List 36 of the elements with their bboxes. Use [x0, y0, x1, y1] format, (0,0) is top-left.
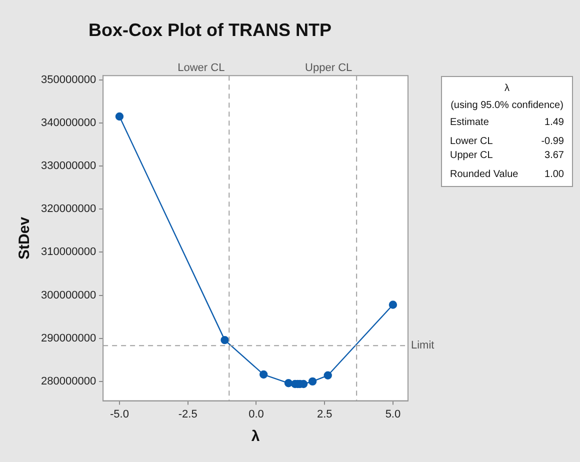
ref-line-label: Lower CL [178, 62, 225, 74]
y-tick-label: 350000000 [40, 74, 96, 86]
y-tick-label: 330000000 [40, 160, 96, 172]
text: Upper CL [450, 150, 493, 161]
x-tick-label: -2.5 [178, 408, 198, 420]
x-tick-label: 0.0 [248, 408, 264, 420]
text: λ [504, 83, 510, 94]
x-tick-label: 5.0 [385, 408, 401, 420]
x-axis-title: λ [251, 428, 260, 446]
text: 1.49 [544, 117, 564, 128]
text: Rounded Value [450, 169, 518, 180]
point [324, 371, 332, 380]
point [388, 300, 398, 309]
text: -0.99 [541, 136, 564, 147]
text: 1.00 [544, 169, 564, 180]
y-tick-label: 340000000 [40, 117, 96, 130]
point [220, 336, 229, 344]
y-axis-title: StDev [16, 216, 34, 260]
point [115, 112, 124, 121]
point [308, 377, 317, 386]
text: Estimate [450, 117, 489, 128]
ref-line-label: Limit [411, 340, 434, 352]
y-tick-label: 320000000 [40, 203, 96, 216]
y-tick-label: 280000000 [40, 375, 96, 388]
text: (using 95.0% confidence) [450, 100, 564, 111]
point [284, 379, 293, 388]
text: Lower CL [450, 136, 493, 147]
ref-line-label: Upper CL [305, 62, 352, 74]
y-tick-label: 290000000 [40, 332, 96, 344]
chart-title: Box-Cox Plot of TRANS NTP [88, 20, 332, 40]
x-tick-label: 2.5 [316, 408, 332, 420]
y-tick-label: 300000000 [40, 289, 96, 302]
point [260, 370, 268, 379]
x-tick-label: -5.0 [110, 408, 129, 420]
y-tick-label: 310000000 [40, 246, 96, 258]
text: 3.67 [544, 150, 564, 161]
